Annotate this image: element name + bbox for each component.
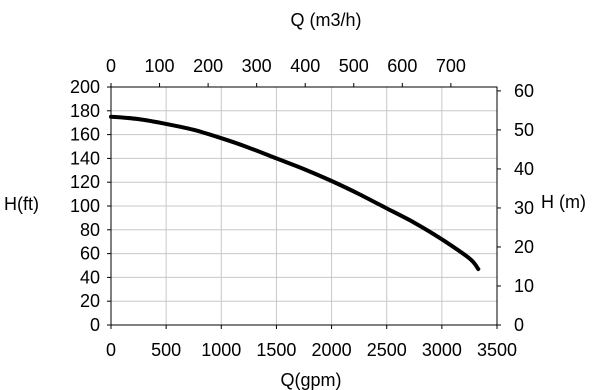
y-right-tick-label: 10 [514, 276, 534, 296]
head-curve-line [109, 114, 481, 272]
y-right-tick-label: 20 [514, 237, 534, 257]
x-top-tick-label: 600 [387, 56, 417, 76]
x-top-tick-label: 0 [106, 56, 116, 76]
y-tick-label: 100 [70, 196, 100, 216]
y-tick-label: 200 [70, 77, 100, 97]
y-right-tick-label: 0 [514, 315, 524, 335]
y-axis-title: H(ft) [4, 194, 39, 214]
y-tick-label: 0 [90, 315, 100, 335]
y-right-tick-label: 50 [514, 120, 534, 140]
x-tick-label: 3000 [422, 340, 462, 360]
series-group [109, 114, 481, 272]
x-top-axis-title: Q (m3/h) [290, 10, 361, 30]
y-right-axis-title: H (m) [541, 192, 586, 212]
x-top-tick-label: 100 [145, 56, 175, 76]
x-top-tick-label: 500 [339, 56, 369, 76]
y-tick-label: 160 [70, 125, 100, 145]
x-tick-label: 1500 [256, 340, 296, 360]
y-tick-label: 180 [70, 101, 100, 121]
x-axis-title: Q(gpm) [280, 370, 341, 390]
x-tick-label: 3500 [477, 340, 517, 360]
y-tick-label: 60 [80, 244, 100, 264]
x-tick-label: 1000 [201, 340, 241, 360]
x-top-tick-label: 300 [242, 56, 272, 76]
grid-lines [111, 87, 497, 325]
y-tick-label: 80 [80, 220, 100, 240]
y-tick-label: 140 [70, 148, 100, 168]
x-top-tick-label: 200 [193, 56, 223, 76]
x-tick-label: 0 [106, 340, 116, 360]
y-tick-label: 40 [80, 267, 100, 287]
x-top-tick-label: 700 [436, 56, 466, 76]
y-tick-label: 120 [70, 172, 100, 192]
y-tick-label: 20 [80, 291, 100, 311]
tick-labels: 0 500 1000 1500 2000 2500 3000 3500020406080100… [70, 56, 534, 360]
tick-marks [107, 83, 501, 329]
y-right-tick-label: 60 [514, 81, 534, 101]
y-right-tick-label: 40 [514, 159, 534, 179]
y-right-tick-label: 30 [514, 198, 534, 218]
x-tick-label: 500 [151, 340, 181, 360]
x-top-tick-label: 400 [290, 56, 320, 76]
x-tick-label: 2000 [312, 340, 352, 360]
x-tick-label: 2500 [367, 340, 407, 360]
